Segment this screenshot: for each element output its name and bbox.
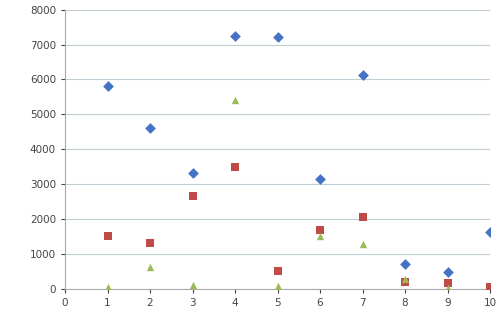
- Point: [274, 269, 281, 274]
- Point: [146, 265, 154, 270]
- Point: [486, 230, 494, 235]
- Point: [146, 240, 154, 245]
- Point: [188, 170, 196, 176]
- Point: [444, 281, 452, 286]
- Point: [274, 283, 281, 288]
- Point: [231, 98, 239, 103]
- Point: [444, 270, 452, 275]
- Point: [104, 84, 112, 89]
- Point: [104, 284, 112, 289]
- Point: [188, 282, 196, 287]
- Point: [401, 279, 409, 284]
- Point: [316, 234, 324, 239]
- Point: [274, 34, 281, 39]
- Point: [316, 227, 324, 232]
- Point: [444, 285, 452, 291]
- Point: [401, 261, 409, 266]
- Point: [146, 125, 154, 130]
- Point: [486, 284, 494, 289]
- Point: [358, 73, 366, 78]
- Point: [316, 176, 324, 181]
- Point: [401, 277, 409, 282]
- Point: [358, 241, 366, 247]
- Point: [188, 194, 196, 199]
- Point: [104, 234, 112, 239]
- Point: [358, 214, 366, 220]
- Point: [231, 164, 239, 169]
- Point: [231, 33, 239, 39]
